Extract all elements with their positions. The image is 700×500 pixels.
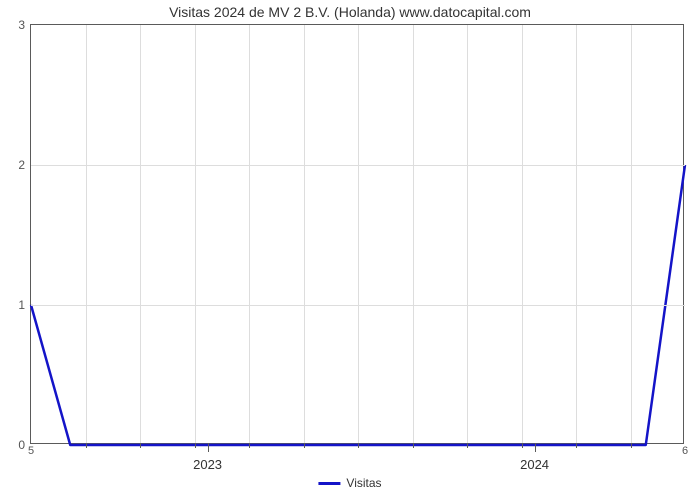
y-tick-label: 2 <box>18 158 25 172</box>
x-tick-minor <box>576 443 577 448</box>
x-end-label: 5 <box>28 445 34 457</box>
y-tick-label: 3 <box>18 18 25 32</box>
x-tick-minor <box>304 443 305 448</box>
x-tick-minor <box>195 443 196 448</box>
chart-container: Visitas 2024 de MV 2 B.V. (Holanda) www.… <box>0 0 700 500</box>
y-tick-label: 0 <box>18 438 25 452</box>
x-tick-major <box>535 443 536 452</box>
x-tick-minor <box>413 443 414 448</box>
chart-title: Visitas 2024 de MV 2 B.V. (Holanda) www.… <box>0 4 700 20</box>
x-tick-minor <box>86 443 87 448</box>
y-tick-label: 1 <box>18 298 25 312</box>
x-major-label: 2024 <box>520 457 549 472</box>
x-tick-minor <box>631 443 632 448</box>
grid-vertical <box>358 25 359 445</box>
x-end-label: 6 <box>682 445 688 457</box>
grid-vertical <box>631 25 632 445</box>
grid-vertical <box>413 25 414 445</box>
x-tick-minor <box>467 443 468 448</box>
grid-vertical <box>522 25 523 445</box>
grid-vertical <box>467 25 468 445</box>
x-tick-minor <box>249 443 250 448</box>
x-tick-minor <box>140 443 141 448</box>
plot-area: 01235620232024 <box>30 24 684 444</box>
grid-vertical <box>86 25 87 445</box>
x-major-label: 2023 <box>193 457 222 472</box>
legend: Visitas <box>318 476 381 490</box>
grid-vertical <box>140 25 141 445</box>
grid-vertical <box>249 25 250 445</box>
x-tick-major <box>208 443 209 452</box>
grid-vertical <box>195 25 196 445</box>
x-tick-minor <box>522 443 523 448</box>
legend-swatch <box>318 482 340 485</box>
x-tick-minor <box>358 443 359 448</box>
legend-label: Visitas <box>346 476 381 490</box>
grid-vertical <box>576 25 577 445</box>
grid-vertical <box>304 25 305 445</box>
